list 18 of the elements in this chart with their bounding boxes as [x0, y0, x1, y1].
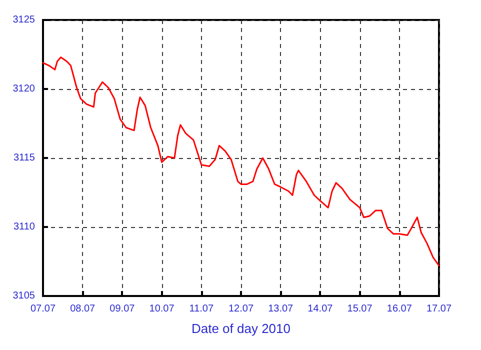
- x-tick-label: 14.07: [308, 304, 334, 314]
- y-tick-label: 3115: [13, 152, 36, 164]
- x-axis-title: Date of day 2010: [191, 321, 291, 336]
- y-tick-label: 3125: [12, 14, 36, 26]
- x-tick-label: 08.07: [70, 304, 96, 314]
- x-tick-label: 17.07: [426, 304, 452, 314]
- x-tick-label: 16.07: [386, 304, 412, 314]
- x-tick-label: 15.07: [347, 304, 373, 314]
- y-tick-label: 3120: [12, 84, 36, 94]
- x-tick-label: 13.07: [268, 304, 294, 314]
- x-tick-label: 12.07: [228, 304, 254, 314]
- x-tick-label: 09.07: [110, 304, 136, 314]
- line-series: [42, 56, 440, 266]
- x-tick-label: 11.07: [189, 304, 214, 314]
- y-tick-label: 3110: [13, 222, 36, 232]
- y-tick-label: 3105: [12, 290, 36, 302]
- x-tick-label: 10.07: [149, 304, 175, 314]
- x-tick-label: 07.07: [30, 304, 56, 314]
